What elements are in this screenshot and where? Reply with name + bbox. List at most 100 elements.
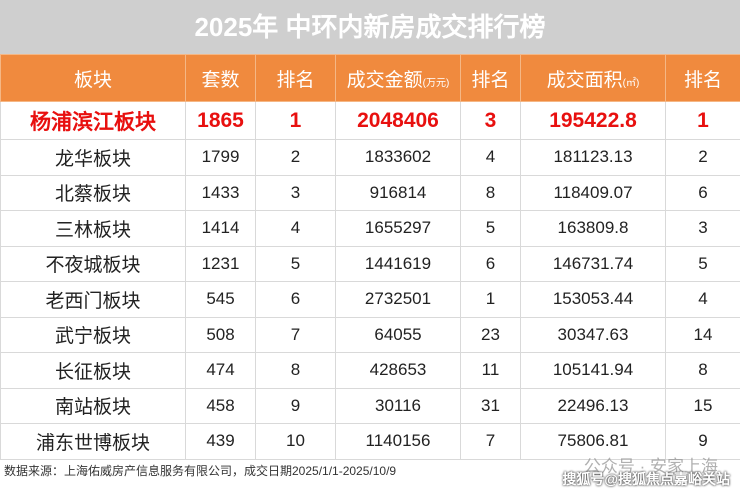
block-name: 不夜城板块 [0, 245, 186, 282]
cell: 1231 [185, 245, 256, 282]
cell: 5 [665, 245, 740, 282]
cell: 428653 [335, 352, 461, 389]
cell: 1 [460, 281, 521, 318]
watermark: 搜狐号@搜狐焦点嘉峪关站 [562, 471, 730, 487]
cell: 30347.63 [520, 316, 666, 353]
header-cell: 排名 [255, 54, 336, 102]
cell: 4 [460, 139, 521, 176]
cell: 195422.8 [520, 101, 666, 140]
cell: 181123.13 [520, 139, 666, 176]
cell: 3 [665, 210, 740, 247]
cell: 23 [460, 316, 521, 353]
header-cell: 成交金额(万元) [335, 54, 461, 102]
cell: 31 [460, 387, 521, 424]
cell: 1655297 [335, 210, 461, 247]
header-text: 排名 [471, 69, 510, 91]
table-row: 三林板块 1414 4 1655297 5 163809.8 3 [0, 210, 740, 247]
source-note: 数据来源：上海佑威房产信息服务有限公司，成交日期2025/1/1-2025/10… [4, 464, 397, 478]
table-row: 不夜城板块 1231 5 1441619 6 146731.74 5 [0, 245, 740, 282]
cell: 545 [185, 281, 256, 318]
cell: 474 [185, 352, 256, 389]
table-row: 龙华板块 1799 2 1833602 4 181123.13 2 [0, 139, 740, 176]
table-row: 杨浦滨江板块 1865 1 2048406 3 195422.8 1 [0, 101, 740, 140]
title: 2025年 中环内新房成交排行榜 [0, 0, 740, 54]
cell: 9 [255, 387, 336, 424]
cell: 8 [665, 352, 740, 389]
cell: 4 [255, 210, 336, 247]
cell: 439 [185, 423, 256, 460]
header-text: 板块 [73, 69, 112, 91]
cell: 14 [665, 316, 740, 353]
header-unit: (㎡) [622, 77, 640, 89]
block-name: 龙华板块 [0, 139, 186, 176]
cell: 118409.07 [520, 174, 666, 211]
cell: 146731.74 [520, 245, 666, 282]
header-cell: 排名 [665, 54, 740, 102]
header-text: 成交金额 [346, 69, 423, 91]
cell: 3 [460, 101, 521, 140]
block-name: 三林板块 [0, 210, 186, 247]
cell: 1799 [185, 139, 256, 176]
table-body: 杨浦滨江板块 1865 1 2048406 3 195422.8 1 龙华板块 1799 2 183… [0, 101, 740, 460]
cell: 3 [255, 174, 336, 211]
table-row: 武宁板块 508 7 64055 23 30347.63 14 [0, 316, 740, 353]
cell: 30116 [335, 387, 461, 424]
cell: 153053.44 [520, 281, 666, 318]
ranking-table: 板块 套数 排名 成交金额(万元) 排名 成交面积(㎡) 排名 杨浦滨江板块 1865 1 204… [0, 54, 740, 460]
table-row: 浦东世博板块 439 10 1140156 7 75806.81 9 [0, 423, 740, 460]
cell: 916814 [335, 174, 461, 211]
cell: 1414 [185, 210, 256, 247]
cell: 9 [665, 423, 740, 460]
cell: 6 [255, 281, 336, 318]
cell: 15 [665, 387, 740, 424]
cell: 64055 [335, 316, 461, 353]
cell: 11 [460, 352, 521, 389]
block-name: 长征板块 [0, 352, 186, 389]
header-row: 板块 套数 排名 成交金额(万元) 排名 成交面积(㎡) 排名 [0, 54, 740, 102]
block-name: 老西门板块 [0, 281, 186, 318]
cell: 508 [185, 316, 256, 353]
block-name: 南站板块 [0, 387, 186, 424]
cell: 1 [665, 101, 740, 140]
cell: 1865 [185, 101, 256, 140]
cell: 6 [665, 174, 740, 211]
cell: 2048406 [335, 101, 461, 140]
cell: 75806.81 [520, 423, 666, 460]
table-row: 南站板块 458 9 30116 31 22496.13 15 [0, 387, 740, 424]
block-name: 浦东世博板块 [0, 423, 186, 460]
header-cell: 排名 [460, 54, 521, 102]
cell: 163809.8 [520, 210, 666, 247]
block-name: 杨浦滨江板块 [0, 101, 186, 140]
cell: 8 [255, 352, 336, 389]
cell: 1433 [185, 174, 256, 211]
header-text: 成交面积 [546, 69, 623, 91]
cell: 1833602 [335, 139, 461, 176]
cell: 1140156 [335, 423, 461, 460]
cell: 6 [460, 245, 521, 282]
cell: 2 [255, 139, 336, 176]
block-name: 北蔡板块 [0, 174, 186, 211]
cell: 105141.94 [520, 352, 666, 389]
watermark: 公众号 · 安家上海 [583, 457, 718, 476]
header-text: 套数 [201, 69, 240, 91]
cell: 5 [255, 245, 336, 282]
header-cell: 板块 [0, 54, 186, 102]
cell: 1 [255, 101, 336, 140]
header-text: 排名 [683, 69, 722, 91]
cell: 2 [665, 139, 740, 176]
table-row: 长征板块 474 8 428653 11 105141.94 8 [0, 352, 740, 389]
header-cell: 套数 [185, 54, 256, 102]
block-name: 武宁板块 [0, 316, 186, 353]
table-row: 老西门板块 545 6 2732501 1 153053.44 4 [0, 281, 740, 318]
cell: 7 [255, 316, 336, 353]
cell: 10 [255, 423, 336, 460]
cell: 1441619 [335, 245, 461, 282]
header-unit: (万元) [422, 77, 450, 89]
cell: 8 [460, 174, 521, 211]
cell: 4 [665, 281, 740, 318]
cell: 458 [185, 387, 256, 424]
cell: 5 [460, 210, 521, 247]
header-text: 排名 [276, 69, 315, 91]
table-row: 北蔡板块 1433 3 916814 8 118409.07 6 [0, 174, 740, 211]
